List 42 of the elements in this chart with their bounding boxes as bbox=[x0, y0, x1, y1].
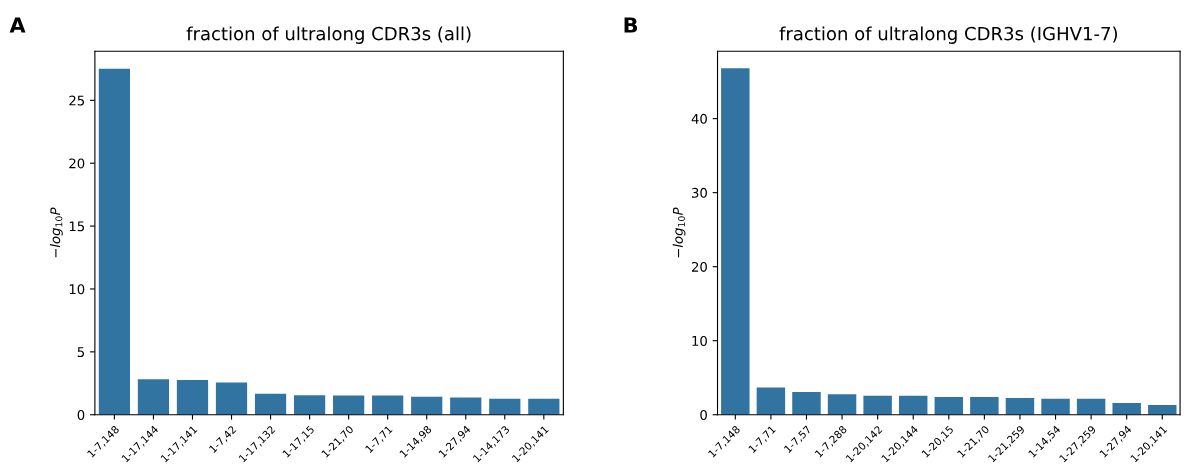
y-tick-label: 10 bbox=[692, 335, 707, 346]
text: B bbox=[624, 17, 638, 33]
y-tick-label: 20 bbox=[69, 158, 85, 169]
y-tick-label: 5 bbox=[77, 347, 85, 358]
bar bbox=[137, 379, 170, 415]
bar bbox=[333, 395, 365, 415]
bar bbox=[1076, 398, 1106, 415]
y-tick-label: 0 bbox=[700, 409, 707, 420]
y-tick-label: 40 bbox=[691, 113, 707, 124]
bar bbox=[293, 395, 326, 415]
bar bbox=[863, 395, 892, 415]
chart-title: fraction of ultralong CDR3s (IGHV1-7) bbox=[779, 26, 1117, 44]
bar bbox=[176, 379, 209, 415]
y-tick-label: 0 bbox=[77, 409, 85, 420]
chart-title: fraction of ultralong CDR3s (all) bbox=[186, 26, 471, 44]
bar bbox=[450, 397, 482, 415]
bar bbox=[98, 68, 131, 415]
y-axis-title: −log$_{10}$P bbox=[672, 207, 686, 258]
bar bbox=[756, 387, 786, 415]
bar bbox=[411, 396, 443, 415]
text: A bbox=[9, 17, 26, 33]
bar bbox=[1112, 403, 1141, 415]
bar bbox=[792, 392, 821, 415]
bar bbox=[827, 394, 857, 415]
bar bbox=[528, 398, 560, 415]
y-tick-label: 15 bbox=[69, 221, 85, 232]
bar bbox=[254, 393, 287, 415]
bar bbox=[489, 398, 521, 415]
y-tick-label: 10 bbox=[69, 284, 85, 295]
bar bbox=[372, 395, 404, 415]
bar bbox=[1148, 404, 1177, 415]
bar bbox=[215, 382, 248, 415]
bar bbox=[1041, 398, 1070, 415]
y-tick-label: 30 bbox=[692, 187, 707, 198]
y-tick-label: 20 bbox=[691, 261, 707, 272]
y-tick-label: 25 bbox=[69, 95, 85, 106]
bar bbox=[970, 396, 999, 415]
y-axis-title: −log$_{10}$P bbox=[50, 207, 63, 258]
bar bbox=[1005, 398, 1035, 415]
bar bbox=[721, 68, 750, 415]
bar bbox=[934, 396, 964, 415]
bar bbox=[898, 395, 928, 415]
